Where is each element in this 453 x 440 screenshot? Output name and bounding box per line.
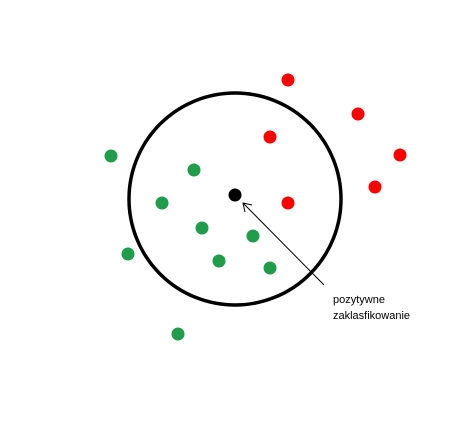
- negative-point: [212, 254, 226, 268]
- query-point: [228, 188, 242, 202]
- positive-point: [281, 73, 295, 87]
- negative-point: [246, 229, 260, 243]
- negative-point: [155, 196, 169, 210]
- negative-point: [121, 247, 135, 261]
- positive-point: [393, 148, 407, 162]
- positive-point: [281, 196, 295, 210]
- negative-point: [104, 149, 118, 163]
- annotation-line-2: zaklasfikowanie: [333, 310, 411, 322]
- annotation-label: pozytywne zaklasfikowanie: [333, 292, 410, 324]
- negative-point: [171, 327, 185, 341]
- negative-point: [187, 163, 201, 177]
- annotation-line-1: pozytywne: [333, 294, 385, 306]
- annotation-arrow-line: [242, 202, 325, 286]
- negative-point: [263, 261, 277, 275]
- positive-point: [351, 107, 365, 121]
- neighborhood-circle: [127, 91, 343, 307]
- annotation-arrowhead: [242, 202, 253, 213]
- negative-point: [195, 221, 209, 235]
- positive-point: [368, 180, 382, 194]
- positive-point: [263, 130, 277, 144]
